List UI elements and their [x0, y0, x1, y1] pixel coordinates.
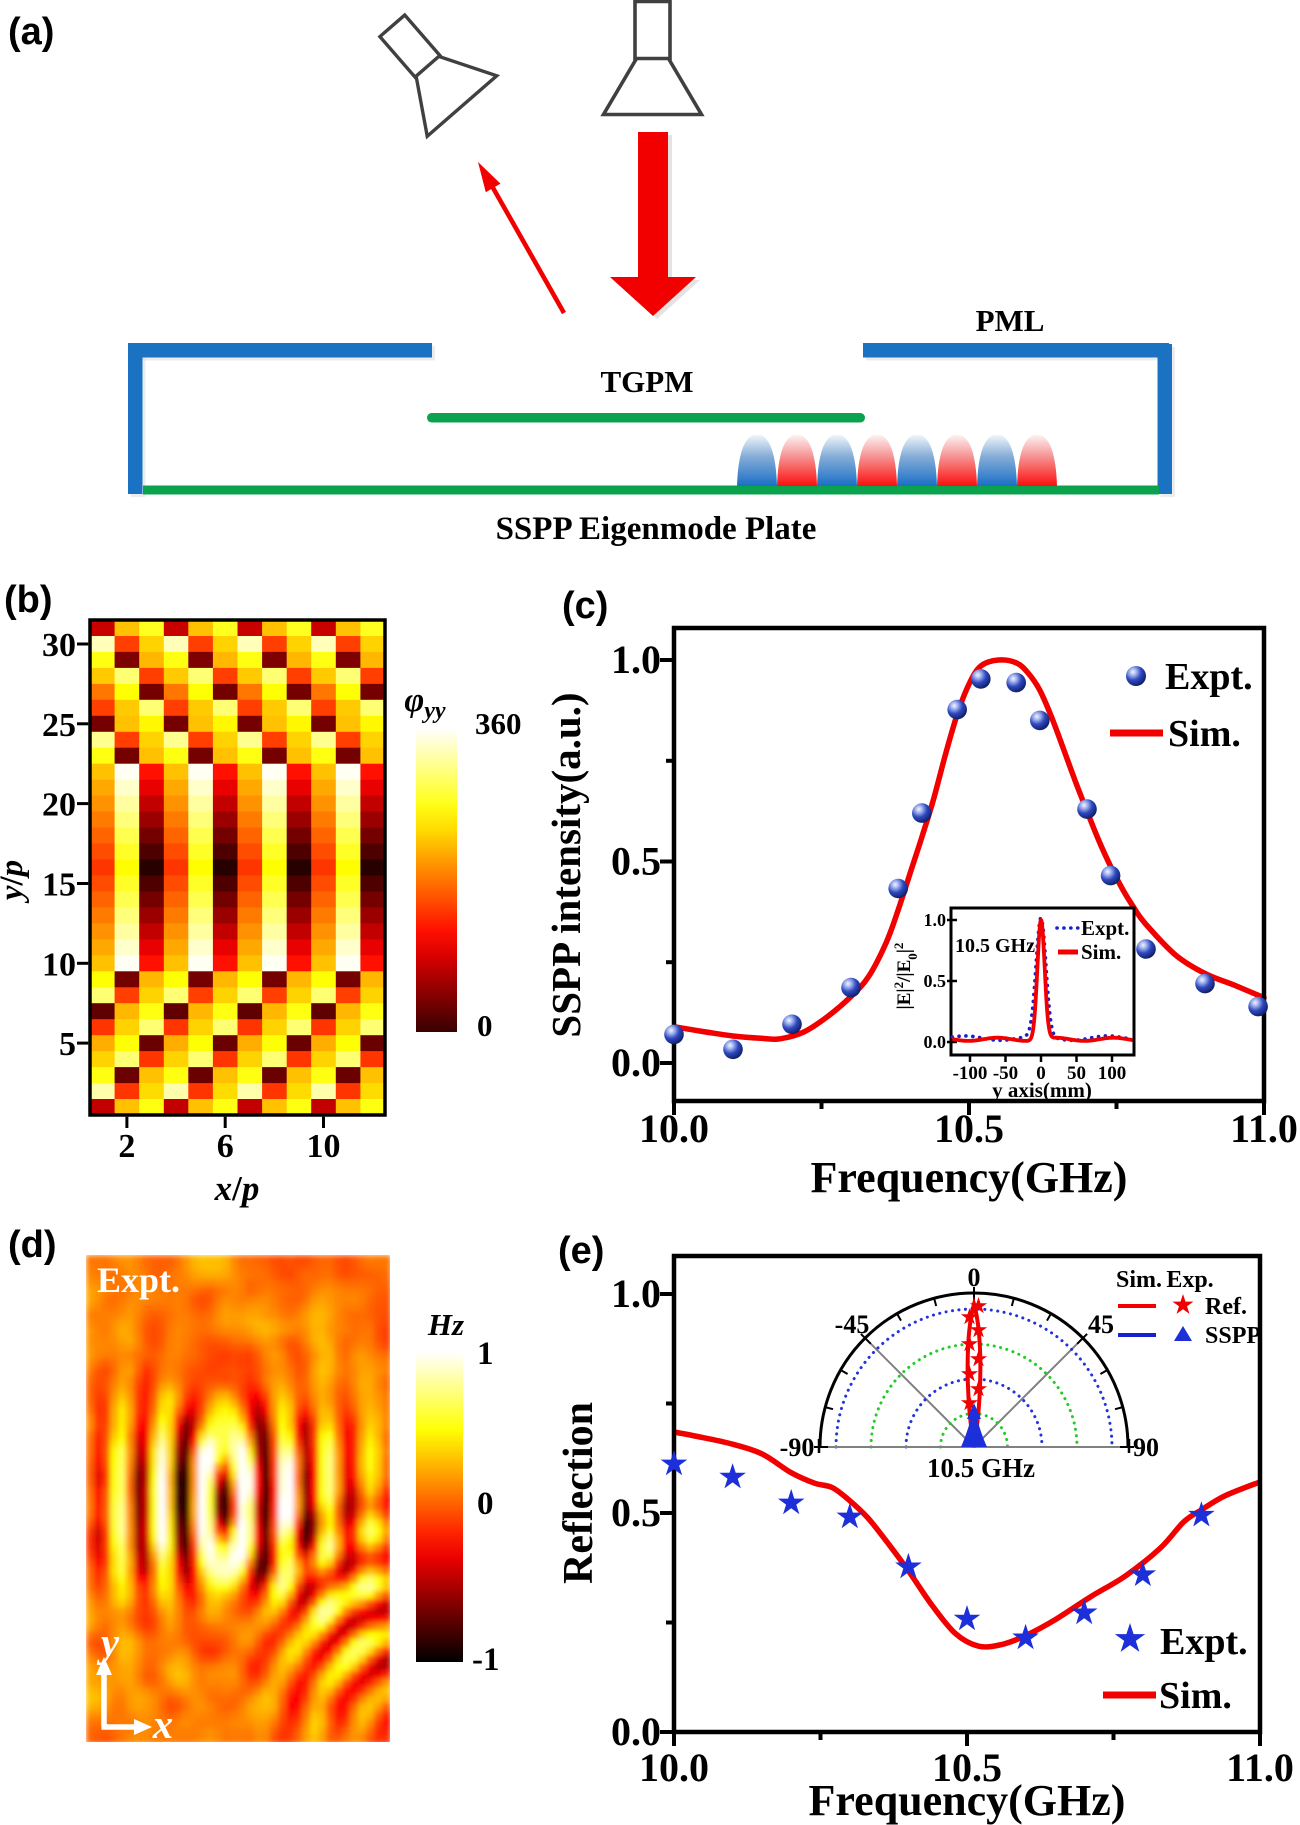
svg-text:|E|2/|E0|2: |E|2/|E0|2 [891, 943, 920, 1010]
svg-text:Exp.: Exp. [1166, 1267, 1213, 1293]
svg-text:1.0: 1.0 [611, 637, 661, 682]
svg-text:(e): (e) [558, 1230, 604, 1272]
svg-text:6: 6 [217, 1128, 234, 1165]
svg-text:(d): (d) [8, 1224, 57, 1266]
svg-text:Sim.: Sim. [1159, 1675, 1232, 1717]
svg-text:φyy: φyy [404, 682, 446, 724]
svg-text:1.0: 1.0 [924, 910, 947, 930]
svg-text:0: 0 [968, 1263, 981, 1292]
svg-text:20: 20 [42, 787, 76, 824]
svg-text:-90: -90 [780, 1433, 815, 1462]
svg-text:1: 1 [477, 1336, 494, 1372]
svg-text:10.5 GHz: 10.5 GHz [927, 1453, 1035, 1483]
svg-text:1.0: 1.0 [611, 1271, 661, 1316]
svg-text:10.5 GHz: 10.5 GHz [955, 935, 1035, 957]
svg-text:(b): (b) [4, 579, 53, 621]
svg-text:-100: -100 [953, 1063, 988, 1084]
svg-text:SSPP: SSPP [1205, 1323, 1261, 1349]
svg-text:0.0: 0.0 [611, 1040, 661, 1085]
svg-text:50: 50 [1067, 1063, 1086, 1084]
svg-text:10.0: 10.0 [639, 1745, 709, 1790]
svg-text:(a): (a) [8, 11, 54, 53]
svg-text:30: 30 [42, 627, 76, 664]
svg-text:-50: -50 [993, 1063, 1018, 1084]
svg-text:0.0: 0.0 [611, 1709, 661, 1754]
svg-text:Sim.: Sim. [1168, 713, 1241, 755]
svg-text:-45: -45 [835, 1310, 870, 1339]
svg-text:10.5: 10.5 [932, 1745, 1002, 1790]
svg-text:Expt.: Expt. [1081, 916, 1129, 940]
svg-text:Frequency(GHz): Frequency(GHz) [809, 1776, 1126, 1825]
svg-text:15: 15 [42, 866, 76, 903]
svg-text:TGPM: TGPM [601, 364, 694, 399]
svg-text:Expt.: Expt. [1160, 1621, 1248, 1663]
svg-text:SSPP intensity(a.u.): SSPP intensity(a.u.) [550, 692, 589, 1037]
svg-text:Expt.: Expt. [97, 1260, 180, 1300]
svg-text:x: x [152, 1701, 174, 1747]
svg-text:360: 360 [475, 706, 522, 741]
svg-text:0.5: 0.5 [611, 1490, 661, 1535]
svg-text:Sim.: Sim. [1081, 940, 1121, 964]
svg-text:2: 2 [118, 1128, 135, 1165]
svg-text:10.5: 10.5 [934, 1106, 1004, 1151]
svg-text:Ref.: Ref. [1205, 1294, 1247, 1320]
svg-text:90: 90 [1133, 1433, 1159, 1462]
svg-text:45: 45 [1088, 1310, 1114, 1339]
svg-text:10.0: 10.0 [639, 1106, 709, 1151]
svg-text:y axis(mm): y axis(mm) [992, 1078, 1092, 1102]
svg-text:Sim.: Sim. [1116, 1267, 1162, 1293]
svg-text:25: 25 [42, 707, 76, 744]
svg-text:Frequency(GHz): Frequency(GHz) [811, 1153, 1128, 1202]
svg-text:y/p: y/p [0, 860, 30, 904]
svg-text:0: 0 [1036, 1063, 1046, 1084]
svg-text:0.5: 0.5 [924, 971, 947, 991]
svg-text:SSPP Eigenmode Plate: SSPP Eigenmode Plate [496, 511, 817, 547]
svg-text:(c): (c) [562, 585, 608, 627]
svg-text:10: 10 [307, 1128, 341, 1165]
svg-text:100: 100 [1098, 1063, 1127, 1084]
svg-text:PML: PML [976, 303, 1045, 338]
svg-text:Reflection: Reflection [556, 1402, 602, 1584]
svg-text:11.0: 11.0 [1226, 1745, 1294, 1790]
svg-text:5: 5 [59, 1026, 76, 1063]
svg-text:-1: -1 [472, 1642, 500, 1678]
svg-text:Hz: Hz [427, 1307, 464, 1342]
svg-text:0: 0 [477, 1008, 493, 1043]
svg-text:x/p: x/p [214, 1169, 260, 1208]
svg-text:0: 0 [477, 1486, 494, 1522]
svg-text:10: 10 [42, 946, 76, 983]
svg-text:11.0: 11.0 [1230, 1106, 1298, 1151]
svg-text:Expt.: Expt. [1165, 656, 1253, 698]
svg-text:0.5: 0.5 [611, 839, 661, 884]
svg-text:0.0: 0.0 [924, 1032, 947, 1052]
